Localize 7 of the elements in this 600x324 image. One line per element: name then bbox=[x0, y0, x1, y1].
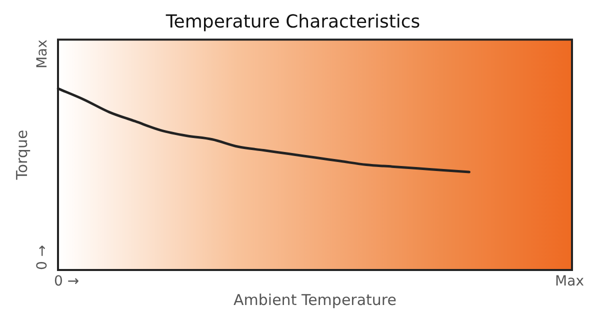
x-axis-title: Ambient Temperature bbox=[234, 290, 396, 309]
chart-title: Temperature Characteristics bbox=[164, 11, 420, 32]
text: Max bbox=[555, 274, 584, 290]
text: 0 → bbox=[54, 274, 80, 290]
text: 0 → bbox=[34, 244, 51, 270]
y-axis-title: Torque bbox=[12, 130, 31, 181]
text: Max bbox=[34, 40, 51, 69]
